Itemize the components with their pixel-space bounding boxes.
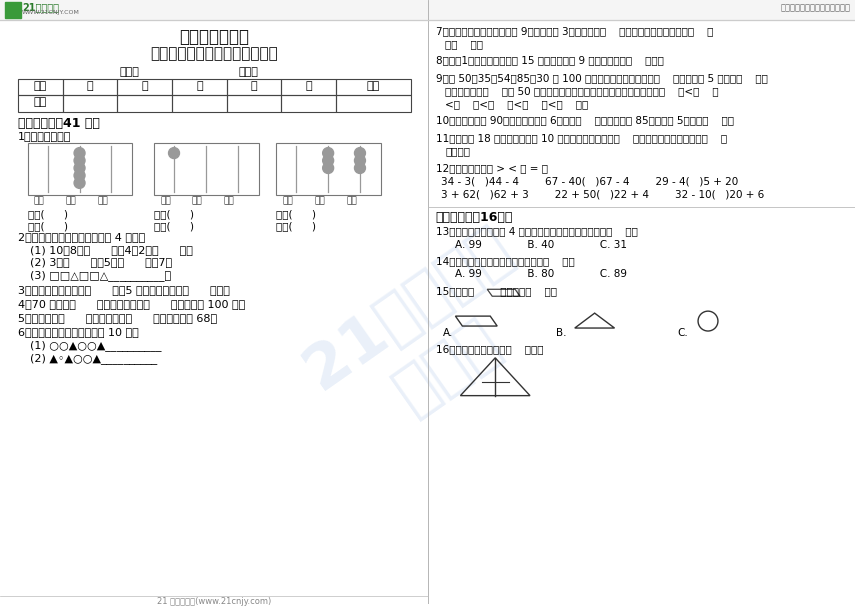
Text: A. 99              B. 80              C. 89: A. 99 B. 80 C. 89 (456, 269, 628, 280)
Text: 题号: 题号 (34, 80, 47, 91)
Bar (18, 95, 63, 112)
Text: 一年级下册期中阶段质量调研卷: 一年级下册期中阶段质量调研卷 (150, 46, 278, 61)
Text: 21世纪教育: 21世纪教育 (22, 2, 58, 12)
Text: 读作(      ): 读作( ) (154, 221, 194, 230)
Text: 写作(      ): 写作( ) (154, 209, 194, 219)
Bar (18, 78, 63, 95)
Text: 个位: 个位 (346, 197, 357, 206)
Bar (336, 95, 411, 112)
Text: 一、填空题（41 分）: 一、填空题（41 分） (18, 117, 100, 130)
Text: <（    ）<（    ）<（    ）<（    ）。: <（ ）<（ ）<（ ）<（ ）。 (445, 99, 589, 109)
Text: 百位: 百位 (160, 197, 171, 206)
Text: 个位: 个位 (97, 197, 108, 206)
Text: 8．一（1）班小朋友共植树 15 棵，男生植树 9 棵，女生植树（    ）棵。: 8．一（1）班小朋友共植树 15 棵，男生植树 9 棵，女生植树（ ）棵。 (435, 56, 663, 66)
Circle shape (322, 162, 334, 173)
Bar (63, 78, 117, 95)
Bar (336, 78, 411, 95)
Text: 十位: 十位 (314, 197, 325, 206)
Text: 3．五星红旗的形状是（      ），5 角硬币的正面是（      ）形。: 3．五星红旗的形状是（ ），5 角硬币的正面是（ ）形。 (18, 285, 230, 295)
Circle shape (354, 155, 366, 166)
Text: 总分: 总分 (366, 80, 380, 91)
Text: C.: C. (678, 328, 688, 338)
Text: (1) ○○▲○○▲__________: (1) ○○▲○○▲__________ (30, 340, 162, 351)
Text: (3) □□△□□△__________。: (3) □□△□□△__________。 (30, 271, 171, 282)
Bar (172, 95, 227, 112)
Text: 得分: 得分 (34, 97, 47, 108)
Bar (281, 95, 336, 112)
Circle shape (74, 162, 85, 173)
Text: 在这些数中，（    ）比 50 大一些；将这几个数按从小到大的顺序排列：（    ）<（    ）: 在这些数中，（ ）比 50 大一些；将这几个数按从小到大的顺序排列：（ ）<（ … (445, 86, 719, 97)
Circle shape (322, 148, 334, 159)
Text: 13．小明在计数器上拨 4 个珠，可以表示的最大两位数是（    ）。: 13．小明在计数器上拨 4 个珠，可以表示的最大两位数是（ ）。 (435, 227, 637, 237)
Text: (2) ▲◦▲○○▲__________: (2) ▲◦▲○○▲__________ (30, 353, 157, 364)
Text: B.: B. (556, 328, 567, 338)
Bar (0, 0, 855, 20)
Text: 11．小红有 18 张画片，小兰有 10 张画片，她俩一共有（    ）张画片，小兰比小红少（    ）: 11．小红有 18 张画片，小兰有 10 张画片，她俩一共有（ ）张画片，小兰比… (435, 133, 727, 143)
Bar (227, 95, 281, 112)
Text: 四: 四 (251, 80, 257, 91)
Text: 个位: 个位 (224, 197, 235, 206)
Text: 张画片。: 张画片。 (445, 146, 470, 156)
Text: 5．个位上是（      ），十位上是（      ）的两位数是 68。: 5．个位上是（ ），十位上是（ ）的两位数是 68。 (18, 313, 217, 323)
Bar (5, 2, 21, 18)
Text: A.: A. (443, 328, 453, 338)
Text: 16．下图中的三角形有（    ）个。: 16．下图中的三角形有（ ）个。 (435, 344, 543, 354)
Text: 21世纪教育
资源网: 21世纪教育 资源网 (293, 217, 562, 459)
Text: (2) 3，（      ），5，（      ），7。: (2) 3，（ ），5，（ ），7。 (30, 257, 172, 268)
Text: 15．我们用        可以画出（    ）。: 15．我们用 可以画出（ ）。 (435, 286, 556, 296)
Text: 中小学教育资源及组卷应用平台: 中小学教育资源及组卷应用平台 (780, 3, 851, 12)
Text: 百位: 百位 (34, 197, 45, 206)
Text: (1) 10，8，（      ），4，2，（      ）。: (1) 10，8，（ ），4，2，（ ）。 (30, 244, 193, 255)
Bar (63, 95, 117, 112)
Text: 12．在括号里填上 > < 或 = 。: 12．在括号里填上 > < 或 = 。 (435, 163, 548, 173)
Circle shape (74, 148, 85, 159)
Text: 9．在 50、35、54、85、30 和 100 这几个数中，最大的数是（    ），个位是 5 的数有（    ）；: 9．在 50、35、54、85、30 和 100 这几个数中，最大的数是（ ），… (435, 74, 767, 83)
Text: 班级：: 班级： (239, 67, 259, 77)
Text: 10．一个加数是 90，另一个加数是 6，和是（    ）；被减数是 85，减数是 5，差是（    ）。: 10．一个加数是 90，另一个加数是 6，和是（ ）；被减数是 85，减数是 5… (435, 116, 734, 125)
Text: 写作(      ): 写作( ) (28, 209, 68, 219)
Text: A. 99              B. 40              C. 31: A. 99 B. 40 C. 31 (456, 240, 628, 249)
Circle shape (74, 178, 85, 188)
Bar (117, 78, 172, 95)
Bar (28, 143, 132, 195)
Text: 写作(      ): 写作( ) (276, 209, 316, 219)
Text: 百位: 百位 (282, 197, 293, 206)
Bar (276, 143, 381, 195)
Text: 姓名：: 姓名： (120, 67, 139, 77)
Circle shape (74, 155, 85, 166)
Text: 和（    ）。: 和（ ）。 (445, 39, 483, 49)
Circle shape (354, 162, 366, 173)
Text: 二、选择题（16分）: 二、选择题（16分） (435, 211, 513, 224)
Text: 1．写数与读数。: 1．写数与读数。 (18, 131, 71, 141)
Text: 4．70 里面有（      ）个十，再添上（      ）个十就是 100 了。: 4．70 里面有（ ）个十，再添上（ ）个十就是 100 了。 (18, 299, 245, 309)
Text: WWW.21CNJY.COM: WWW.21CNJY.COM (22, 10, 80, 15)
Text: 2．按规律填数或画图（接着画 4 个）。: 2．按规律填数或画图（接着画 4 个）。 (18, 232, 145, 241)
Circle shape (354, 148, 366, 159)
Text: 6．找规律接着画，每排画满 10 个。: 6．找规律接着画，每排画满 10 个。 (18, 327, 138, 337)
Bar (117, 95, 172, 112)
Text: 读作(      ): 读作( ) (276, 221, 316, 230)
Bar (227, 78, 281, 95)
Text: 7．有一个两位数，个位上是 9，十位上是 3，这个数是（    ），与它相邻的两个数是（    ）: 7．有一个两位数，个位上是 9，十位上是 3，这个数是（ ），与它相邻的两个数是… (435, 26, 713, 36)
Bar (154, 143, 259, 195)
Circle shape (169, 148, 180, 159)
Text: 二: 二 (141, 80, 148, 91)
Text: 十位: 十位 (65, 197, 77, 206)
Text: 21 世纪教育网(www.21cnjy.com): 21 世纪教育网(www.21cnjy.com) (157, 598, 271, 606)
Text: 14．最小的两位数比最大的两位数少（    ）。: 14．最小的两位数比最大的两位数少（ ）。 (435, 257, 574, 266)
Text: 三: 三 (196, 80, 203, 91)
Bar (172, 78, 227, 95)
Text: 苏教版小学数学: 苏教版小学数学 (179, 28, 249, 46)
Text: 3 + 62(   )62 + 3        22 + 50(   )22 + 4        32 - 10(   )20 + 6: 3 + 62( )62 + 3 22 + 50( )22 + 4 32 - 10… (440, 190, 764, 200)
Text: 五: 五 (305, 80, 312, 91)
Text: 34 - 3(   )44 - 4        67 - 40(   )67 - 4        29 - 4(   )5 + 20: 34 - 3( )44 - 4 67 - 40( )67 - 4 29 - 4(… (440, 177, 738, 187)
Bar (281, 78, 336, 95)
Text: 读作(      ): 读作( ) (28, 221, 68, 230)
Circle shape (74, 170, 85, 181)
Text: 十位: 十位 (192, 197, 203, 206)
Circle shape (322, 155, 334, 166)
Text: 一: 一 (87, 80, 93, 91)
